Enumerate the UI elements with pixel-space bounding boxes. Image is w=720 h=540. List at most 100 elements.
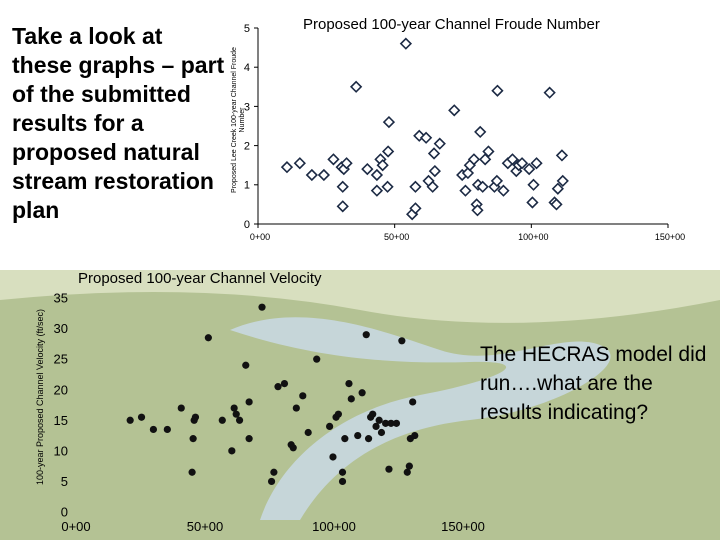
velocity-data-point — [313, 355, 321, 363]
x-tick-label: 150+00 — [655, 232, 685, 242]
velocity-data-point — [245, 435, 253, 443]
froude-data-point — [413, 129, 426, 142]
froude-data-point — [370, 184, 384, 197]
velocity-data-point — [228, 447, 236, 455]
froude-data-point — [459, 184, 472, 197]
y-tick-label: 4 — [244, 62, 250, 74]
velocity-data-point — [245, 398, 253, 406]
photo-stream — [230, 317, 611, 520]
velocity-data-point — [137, 413, 146, 421]
froude-data-point — [340, 157, 353, 170]
froude-data-point — [399, 37, 413, 50]
velocity-data-point — [204, 334, 212, 342]
velocity-data-point — [270, 468, 278, 476]
x-tick-label: 50+00 — [187, 519, 224, 534]
froude-data-point — [556, 174, 569, 188]
froude-data-point — [336, 200, 349, 213]
froude-data-point — [419, 131, 433, 144]
velocity-data-point — [326, 422, 334, 430]
froude-data-point — [305, 168, 318, 182]
y-tick-label: 15 — [54, 413, 68, 428]
froude-data-point — [527, 178, 540, 191]
velocity-data-point — [189, 435, 197, 443]
x-tick-label: 150+00 — [441, 519, 485, 534]
velocity-data-point — [177, 404, 185, 412]
froude-data-point — [497, 184, 510, 197]
velocity-data-point — [345, 380, 353, 388]
froude-data-point — [280, 161, 294, 174]
velocity-data-point — [191, 413, 200, 421]
y-tick-label: 20 — [54, 382, 68, 397]
froude-data-point — [370, 168, 384, 182]
slide-heading: Take a look at these graphs – part of th… — [12, 23, 225, 223]
y-tick-label: 25 — [54, 352, 68, 367]
froude-data-point — [530, 157, 543, 170]
y-tick-label: 2 — [244, 140, 250, 152]
froude-data-point — [327, 153, 340, 166]
froude-data-point — [376, 159, 389, 172]
velocity-data-point — [362, 331, 370, 339]
y-tick-label: 0 — [61, 505, 68, 520]
velocity-data-point — [369, 410, 377, 418]
froude-data-point — [428, 164, 441, 178]
velocity-data-point — [235, 416, 244, 424]
velocity-data-point — [258, 303, 266, 311]
y-tick-label: 3 — [244, 101, 250, 113]
x-tick-label: 0+00 — [250, 232, 270, 242]
velocity-data-point — [411, 431, 419, 440]
y-tick-label: 1 — [244, 180, 250, 192]
x-tick-label: 0+00 — [61, 519, 90, 534]
froude-data-point — [409, 202, 422, 215]
velocity-data-point — [387, 419, 395, 427]
y-tick-label: 10 — [54, 443, 68, 458]
velocity-data-point — [299, 392, 307, 400]
froude-data-point — [426, 180, 439, 193]
velocity-data-point — [267, 477, 276, 486]
froude-data-point — [361, 162, 374, 176]
velocity-data-point — [334, 410, 342, 418]
velocity-data-point — [372, 422, 380, 430]
froude-data-point — [476, 180, 489, 193]
froude-data-point — [433, 137, 446, 150]
froude-data-point — [349, 80, 363, 93]
froude-data-point — [491, 84, 504, 97]
x-tick-label: 100+00 — [518, 232, 548, 242]
x-tick-label: 100+00 — [312, 519, 356, 534]
velocity-data-point — [280, 380, 289, 388]
velocity-data-point — [338, 468, 347, 476]
velocity-data-point — [242, 361, 250, 369]
froude-data-point — [543, 86, 556, 99]
velocity-data-point — [358, 389, 366, 397]
velocity-chart-title: Proposed 100-year Channel Velocity — [78, 270, 322, 287]
froude-data-point — [474, 125, 487, 139]
velocity-data-point — [382, 419, 390, 427]
froude-data-point — [551, 182, 564, 195]
froude-data-point — [506, 153, 519, 166]
y-tick-label: 35 — [54, 291, 68, 306]
y-tick-label: 30 — [54, 321, 68, 336]
velocity-data-point — [341, 435, 349, 443]
froude-data-point — [482, 145, 495, 158]
velocity-data-point — [126, 416, 134, 424]
y-tick-label: 0 — [244, 219, 250, 231]
froude-data-point — [471, 204, 484, 217]
froude-data-point — [467, 153, 481, 166]
x-tick-label: 50+00 — [384, 232, 409, 242]
velocity-data-point — [405, 462, 413, 470]
froude-data-point — [448, 104, 461, 117]
velocity-data-point — [304, 428, 312, 437]
froude-data-point — [555, 149, 569, 162]
froude-data-point — [490, 174, 504, 188]
froude-data-point — [515, 157, 529, 170]
velocity-data-point — [392, 419, 401, 427]
velocity-data-point — [230, 404, 238, 412]
froude-data-point — [336, 180, 349, 193]
velocity-data-point — [149, 425, 157, 434]
froude-data-point — [381, 145, 395, 158]
velocity-data-point — [364, 435, 373, 443]
photo-field — [0, 270, 720, 540]
froude-data-point — [523, 162, 536, 176]
